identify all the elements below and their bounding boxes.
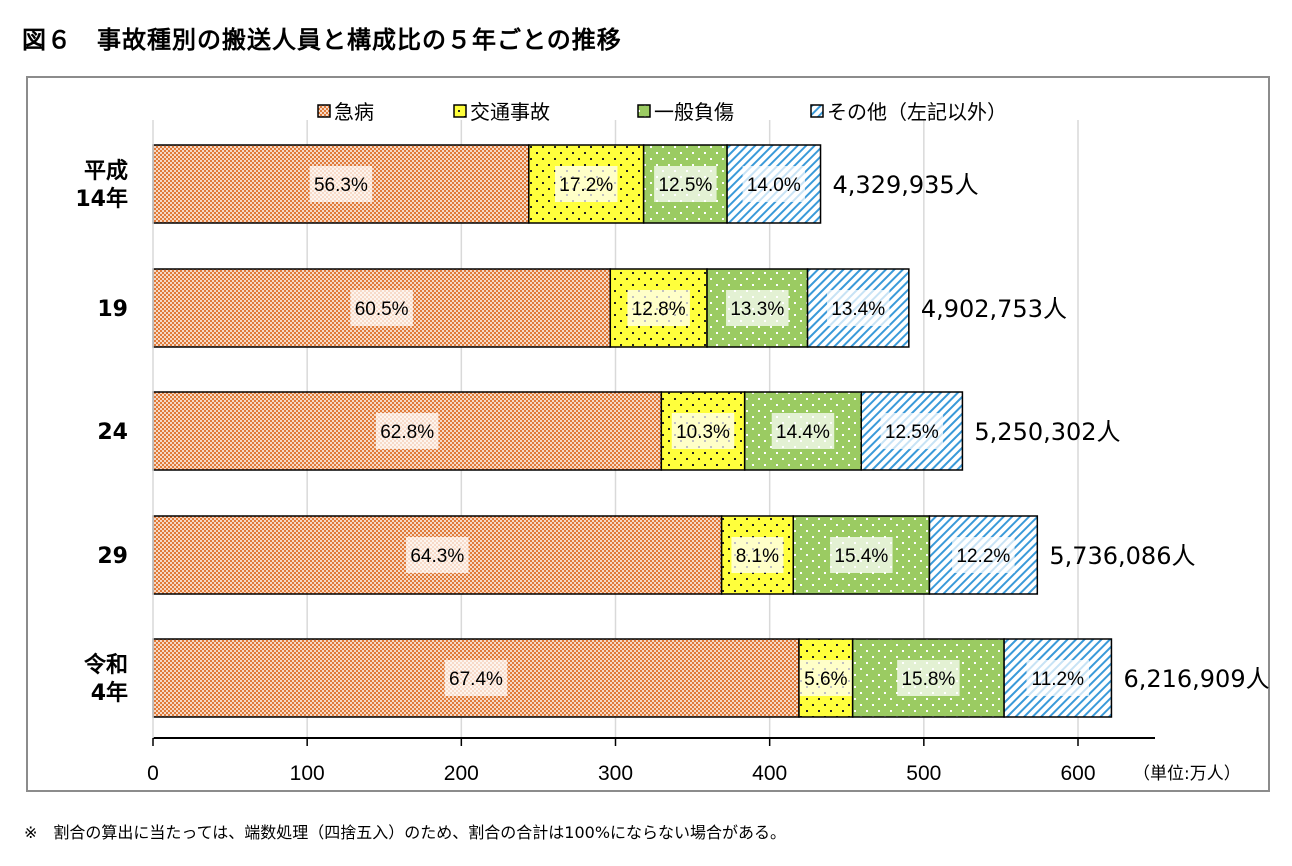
legend-swatch	[453, 104, 467, 118]
data-label-background	[350, 290, 413, 326]
data-label-background	[309, 166, 373, 202]
data-label: 60.5%	[355, 299, 409, 320]
category-label: 29	[97, 544, 128, 569]
bar-segment	[1003, 638, 1113, 718]
data-label-background	[826, 290, 890, 326]
total-label: 4,902,753人	[921, 295, 1067, 323]
data-label-background	[731, 537, 784, 573]
category-label: 24	[97, 420, 128, 445]
data-label-background	[799, 660, 852, 696]
legend-label: 急病	[334, 100, 374, 124]
data-label-background	[1026, 660, 1090, 696]
data-label: 5.6%	[804, 669, 847, 690]
category-label: 平成	[84, 159, 128, 184]
data-label-background	[627, 290, 690, 326]
data-label-background	[742, 166, 806, 202]
data-label: 13.4%	[831, 299, 885, 320]
x-tick-label: 200	[444, 762, 479, 785]
legend-label: 交通事故	[470, 100, 550, 124]
data-label: 12.2%	[956, 546, 1010, 567]
data-label: 12.8%	[632, 299, 686, 320]
data-label: 14.0%	[747, 175, 801, 196]
category-label: 14年	[75, 186, 128, 212]
data-label: 67.4%	[449, 669, 503, 690]
data-label: 56.3%	[314, 175, 368, 196]
x-tick-label: 400	[752, 762, 787, 785]
data-label: 17.2%	[559, 175, 613, 196]
data-label-background	[771, 413, 835, 449]
footnote: ※ 割合の算出に当たっては、端数処理（四捨五入）のため、割合の合計は100%にな…	[24, 823, 787, 842]
x-tick-label: 300	[598, 762, 633, 785]
x-tick-label: 0	[147, 762, 159, 785]
total-label: 4,329,935人	[833, 171, 979, 199]
data-label: 15.8%	[901, 669, 955, 690]
data-label-background	[952, 537, 1015, 573]
data-label-background	[406, 537, 469, 573]
data-label: 62.8%	[380, 422, 434, 443]
bar-segment	[152, 638, 800, 718]
x-axis: 0 100 200 300 400 500 600 （単位:万人）	[147, 120, 1241, 785]
data-label: 8.1%	[736, 546, 779, 567]
data-label-background	[375, 413, 439, 449]
data-label-background	[654, 166, 717, 202]
data-label-background	[444, 660, 508, 696]
total-label: 6,216,909人	[1123, 665, 1269, 693]
x-tick-label: 500	[906, 762, 941, 785]
total-label: 5,736,086人	[1049, 542, 1195, 570]
data-label: 64.3%	[410, 546, 464, 567]
data-label: 12.5%	[658, 175, 712, 196]
data-label: 11.2%	[1032, 669, 1085, 690]
data-label-background	[671, 413, 735, 449]
data-label: 14.4%	[776, 422, 830, 443]
data-label-background	[880, 413, 944, 449]
total-label: 5,250,302人	[974, 418, 1120, 446]
data-label-background	[554, 166, 618, 202]
legend-swatch	[637, 104, 651, 118]
legend: 急病 交通事故 一般負傷 その他（左記以外）	[317, 100, 1007, 124]
data-label: 12.5%	[885, 422, 939, 443]
legend-swatch	[317, 104, 331, 118]
data-label-background	[830, 537, 893, 573]
x-tick-label: 100	[290, 762, 325, 785]
legend-label: その他（左記以外）	[827, 100, 1007, 124]
data-label: 15.4%	[834, 546, 888, 567]
unit-label: （単位:万人）	[1133, 764, 1241, 784]
category-label: 4年	[91, 680, 128, 706]
bars: 56.3% 17.2% 12.5% 14.0% 4,329,935人 60.5% 12.8%…	[152, 144, 1270, 718]
chart-title: 図６ 事故種別の搬送人員と構成比の５年ごとの推移	[22, 26, 622, 54]
legend-swatch	[810, 104, 824, 118]
data-label: 13.3%	[730, 299, 784, 320]
data-label: 10.3%	[676, 422, 730, 443]
data-label-background	[726, 290, 789, 326]
x-tick-label: 600	[1060, 762, 1095, 785]
category-label: 19	[97, 297, 128, 322]
category-label: 令和	[84, 652, 128, 678]
data-label-background	[897, 660, 960, 696]
legend-label: 一般負傷	[654, 100, 734, 124]
